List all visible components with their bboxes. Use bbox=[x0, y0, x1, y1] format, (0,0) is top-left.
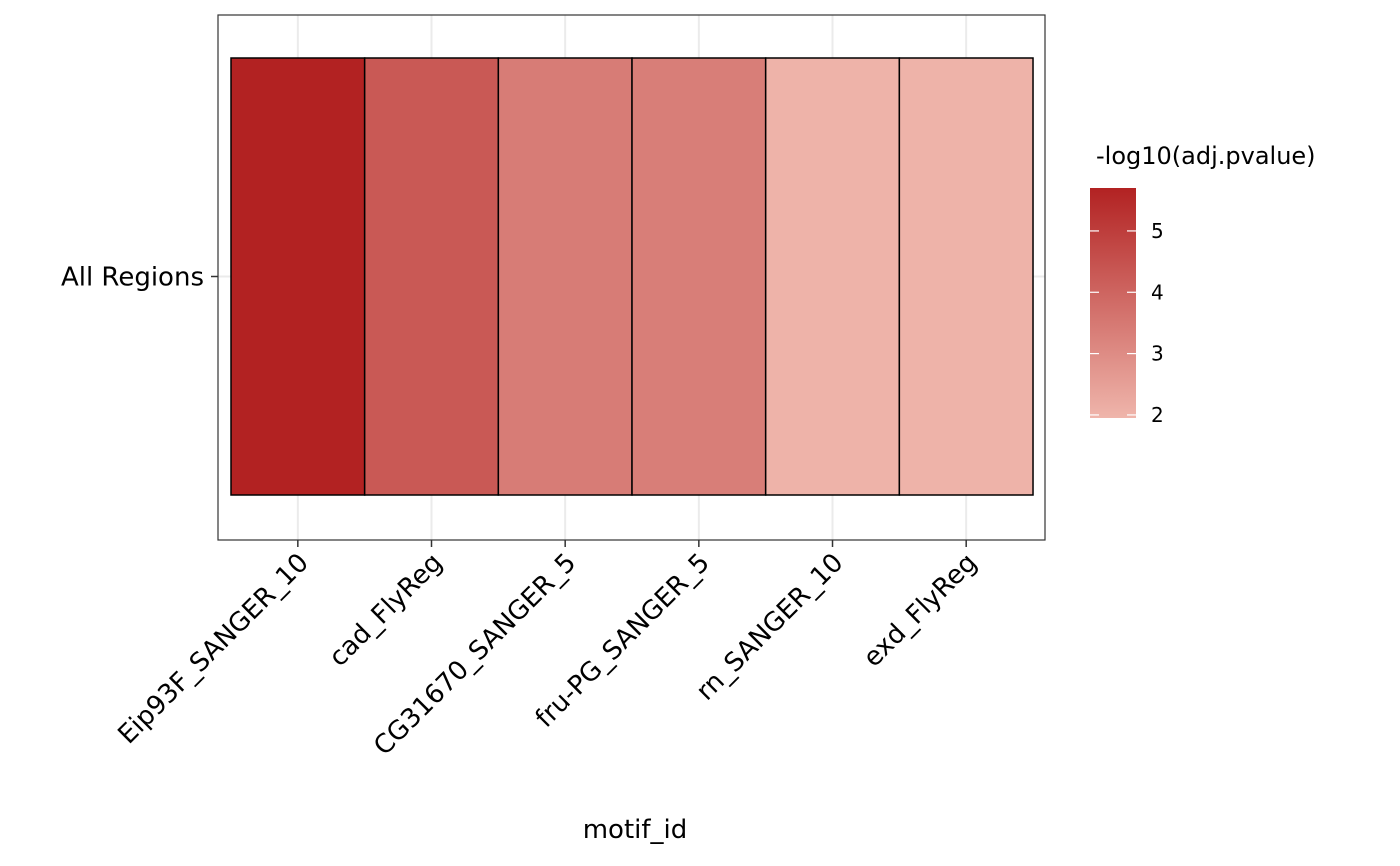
heatmap-tile bbox=[898, 57, 1034, 496]
legend-title: -log10(adj.pvalue) bbox=[1096, 142, 1316, 170]
y-axis: All Regions bbox=[61, 263, 218, 293]
legend-tick-label: 2 bbox=[1151, 403, 1164, 427]
legend: -log10(adj.pvalue) 2 3 4 5 bbox=[1090, 142, 1316, 427]
legend-ticks: 2 3 4 5 bbox=[1090, 219, 1164, 427]
x-axis: Eip93F_SANGER_10 cad_FlyRegCG31670_SANGER… bbox=[112, 540, 983, 762]
legend-tick-label: 5 bbox=[1151, 219, 1164, 243]
x-axis-title: motif_id bbox=[583, 815, 688, 845]
x-tick-label: Eip93F_SANGER_10 bbox=[112, 548, 314, 750]
legend-tick-label: 3 bbox=[1151, 342, 1164, 366]
legend-tick-label: 4 bbox=[1151, 280, 1164, 304]
heatmap-tile bbox=[497, 57, 633, 496]
y-tick-label: All Regions bbox=[61, 263, 204, 293]
heatmap-tile bbox=[230, 57, 366, 496]
legend-colorbar bbox=[1090, 188, 1136, 418]
x-tick-label: exd_FlyReg bbox=[858, 548, 983, 673]
x-tick-label: cad_FlyReg bbox=[324, 548, 449, 673]
heatmap-tile bbox=[631, 57, 767, 496]
heatmap-tiles bbox=[230, 57, 1034, 496]
plot-panel-border bbox=[217, 14, 1046, 541]
heatmap-tile bbox=[363, 57, 500, 496]
heatmap-tile bbox=[764, 57, 901, 496]
x-tick-label: rn_SANGER_10 bbox=[691, 548, 850, 707]
